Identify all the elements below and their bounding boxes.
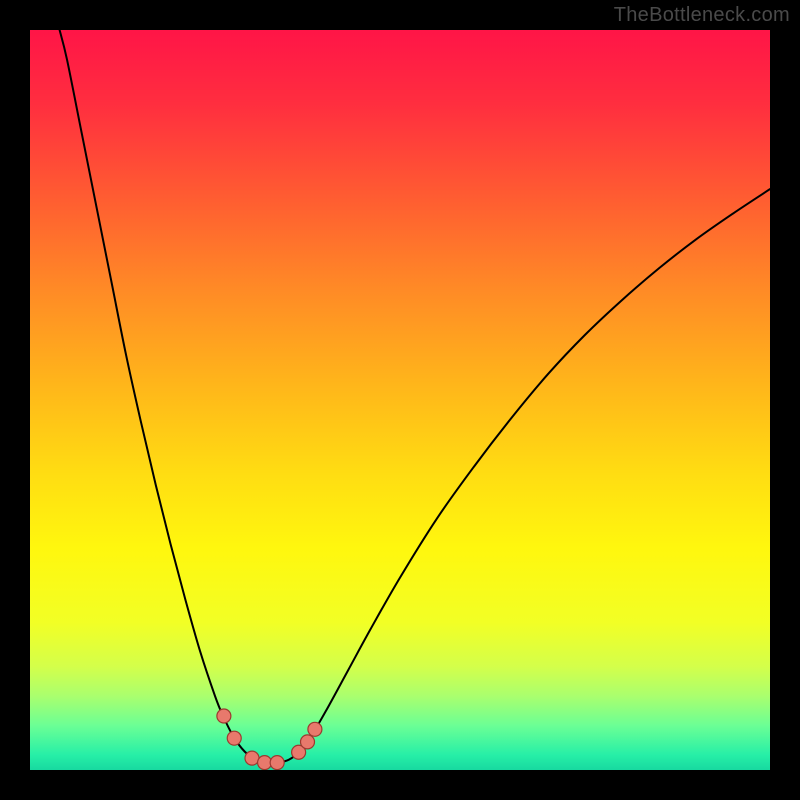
curve-marker [245, 751, 259, 765]
curve-marker [217, 709, 231, 723]
curve-marker [301, 735, 315, 749]
curve-marker [227, 731, 241, 745]
chart-background [30, 30, 770, 770]
chart-svg [30, 30, 770, 770]
watermark-text: TheBottleneck.com [614, 4, 790, 27]
curve-marker [308, 722, 322, 736]
curve-marker [258, 756, 272, 770]
chart-container [30, 30, 770, 770]
curve-marker [270, 756, 284, 770]
